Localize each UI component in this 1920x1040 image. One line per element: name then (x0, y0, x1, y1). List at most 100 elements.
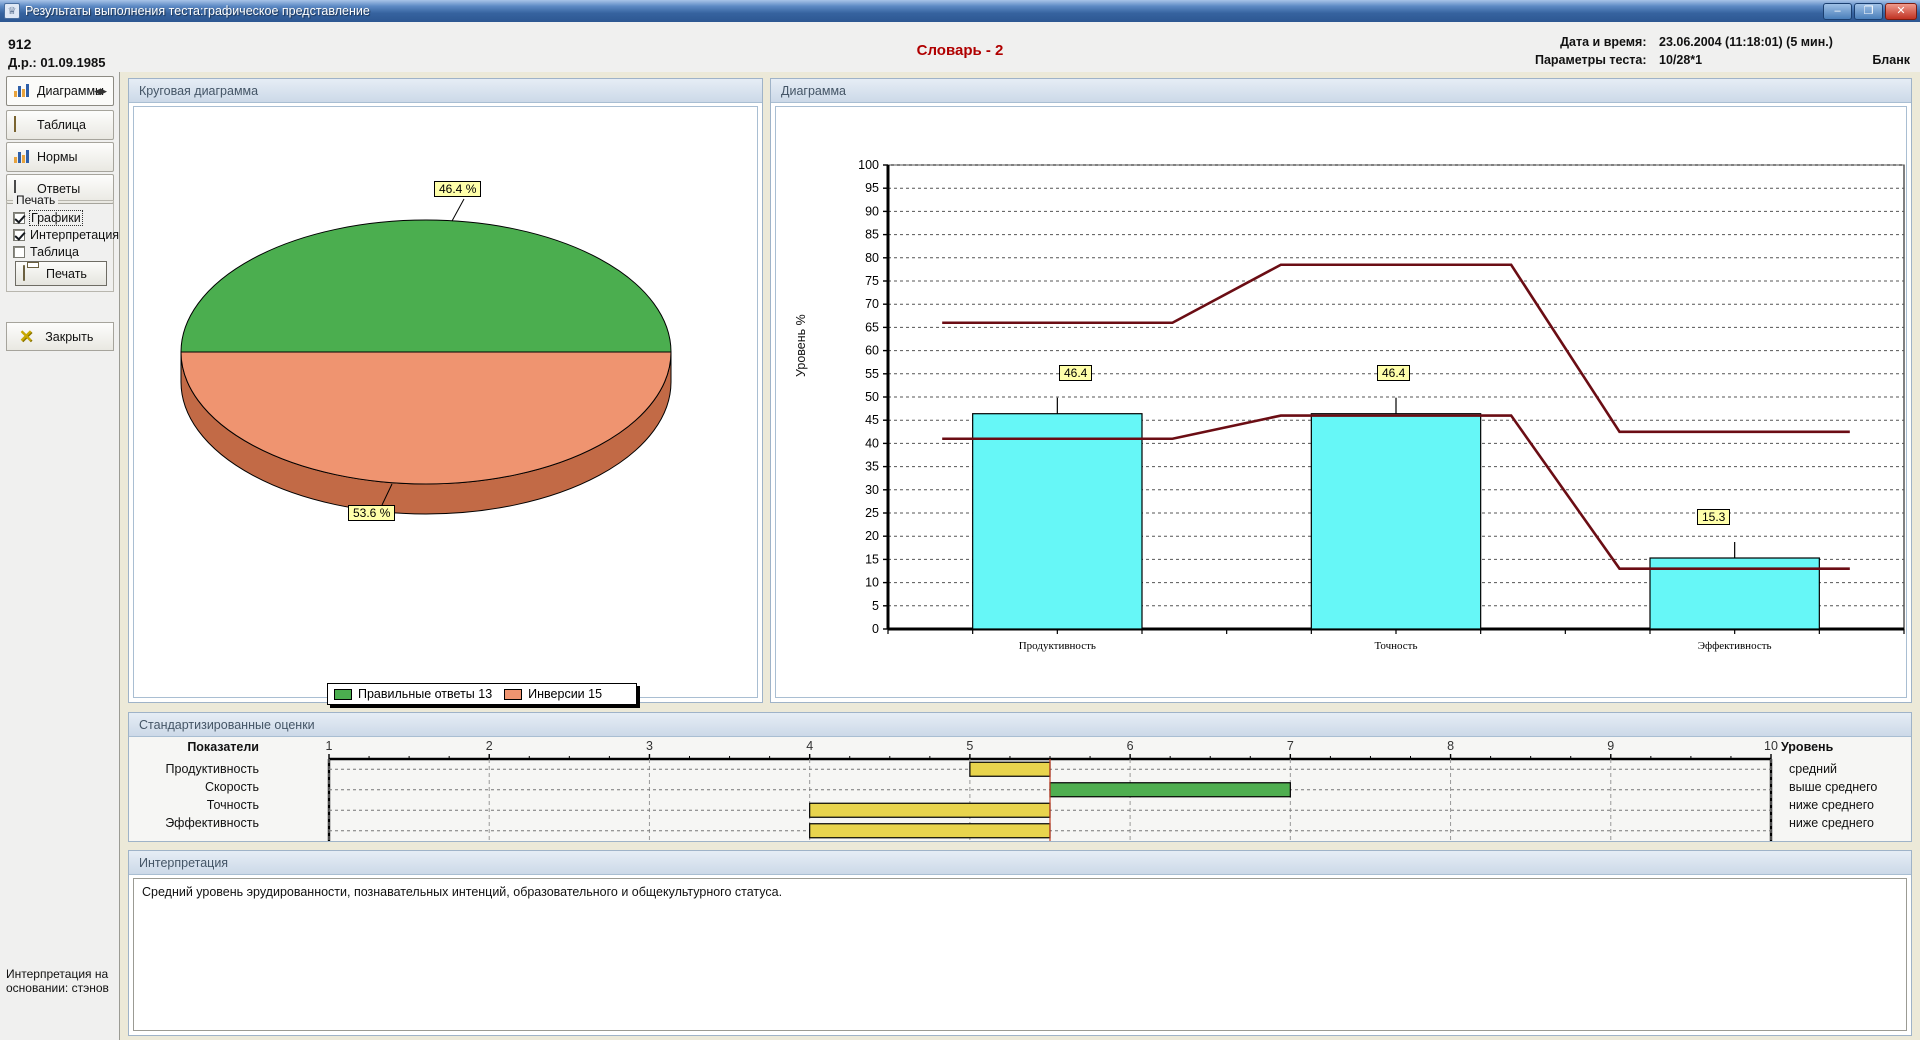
print-button-label: Печать (46, 266, 87, 281)
svg-text:Продуктивность: Продуктивность (1019, 640, 1096, 652)
pie-value-label-green: 46.4 % (434, 181, 482, 197)
maximize-button[interactable]: ❐ (1854, 2, 1883, 20)
checkbox-label: Интерпретация (30, 228, 120, 242)
pie-panel-title: Круговая диаграмма (129, 79, 762, 103)
svg-text:95: 95 (865, 181, 879, 195)
svg-text:30: 30 (865, 483, 879, 497)
legend-swatch-green (334, 688, 352, 700)
svg-text:40: 40 (865, 436, 879, 450)
sidebar-item-norms[interactable]: Нормы (6, 142, 114, 172)
close-button-label: Закрыть (45, 329, 94, 344)
params-label: Параметры теста: (1534, 53, 1647, 67)
print-button[interactable]: Печать (15, 261, 107, 286)
printer-icon (23, 264, 39, 282)
bar-data-label-3: 15.3 (1697, 509, 1731, 525)
svg-text:80: 80 (865, 251, 879, 265)
svg-text:75: 75 (865, 274, 879, 288)
svg-text:20: 20 (865, 529, 879, 543)
dob-value: 01.09.1985 (40, 55, 106, 70)
svg-text:35: 35 (865, 460, 879, 474)
sidebar-item-table[interactable]: Таблица (6, 110, 114, 140)
datetime-row: Дата и время: 23.06.2004 (11:18:01) (5 м… (1280, 35, 1920, 49)
sidebar: Диаграммы ◀▶ Таблица Нормы Ответы Печать… (0, 72, 120, 1040)
std-row-label-1: Продуктивность (165, 762, 259, 776)
sidebar-item-diagrams[interactable]: Диаграммы ◀▶ (6, 76, 114, 106)
svg-text:10: 10 (1764, 739, 1778, 753)
sidebar-item-answers[interactable]: Ответы (6, 174, 114, 204)
params-value: 10/28*1 (1659, 53, 1703, 67)
form-label: Бланк (1872, 53, 1910, 67)
svg-text:9: 9 (1607, 739, 1614, 753)
svg-text:60: 60 (865, 344, 879, 358)
svg-text:15: 15 (865, 552, 879, 566)
app-icon: ♕ (4, 3, 20, 19)
legend-label-green: Правильные ответы 13 (358, 687, 493, 701)
svg-text:55: 55 (865, 367, 879, 381)
checkbox-interpretation[interactable]: Интерпретация (13, 228, 119, 242)
std-level-3: ниже среднего (1789, 798, 1874, 812)
svg-text:5: 5 (966, 739, 973, 753)
svg-text:85: 85 (865, 228, 879, 242)
sidebar-item-label: Ответы (37, 182, 81, 196)
legend-label-orange: Инверсии 15 (528, 687, 603, 701)
close-x-icon: ✕ (19, 326, 34, 346)
interp-panel-title: Интерпретация (129, 851, 1911, 875)
interpretation-basis-note: Интерпретация на основании: стэнов (6, 967, 109, 995)
svg-text:1: 1 (326, 739, 333, 753)
std-chart-svg: 1 2 3 4 5 6 7 8 9 10 (326, 739, 1778, 841)
svg-text:2: 2 (486, 739, 493, 753)
close-button[interactable]: ✕ Закрыть (6, 322, 114, 351)
svg-text:45: 45 (865, 413, 879, 427)
chevron-lr-icon[interactable]: ◀▶ (94, 85, 107, 96)
svg-text:5: 5 (872, 599, 879, 613)
svg-text:4: 4 (806, 739, 813, 753)
svg-text:10: 10 (865, 576, 879, 590)
print-options-group: Печать Графики Интерпретация Таблица Печ… (6, 193, 119, 292)
svg-text:50: 50 (865, 390, 879, 404)
header-bar: 912 Д.р.: 01.09.1985 Словарь - 2 Дата и … (0, 22, 1920, 72)
datetime-label: Дата и время: (1560, 35, 1647, 49)
svg-text:8: 8 (1447, 739, 1454, 753)
datetime-value: 23.06.2004 (11:18:01) (5 мин.) (1659, 35, 1833, 49)
minimize-button[interactable]: – (1823, 2, 1852, 20)
checkbox-icon[interactable] (13, 229, 25, 241)
date-of-birth: Д.р.: 01.09.1985 (8, 55, 105, 70)
params-row: Параметры теста: 10/28*1 (1280, 53, 1920, 67)
pie-chart-svg (180, 198, 672, 515)
close-icon[interactable]: ✕ (1885, 2, 1917, 20)
subject-id: 912 (8, 36, 32, 52)
svg-text:65: 65 (865, 320, 879, 334)
std-header-right: Уровень (1781, 740, 1834, 754)
checkbox-icon[interactable] (13, 212, 25, 224)
bar-chart-svg: 0 5 10 15 20 25 30 35 40 45 50 55 60 65 70 75 80 85 90 95 10… (858, 158, 1905, 652)
pie-chart: 46.4 % 53.6 % Правильные ответы 13 Инвер… (134, 107, 757, 705)
checkbox-table[interactable]: Таблица (13, 245, 79, 259)
pie-chart-panel: Круговая диаграмма 46.4 % 53.6 % Правиль… (128, 78, 763, 705)
std-level-4: ниже среднего (1789, 816, 1874, 830)
sidebar-item-label: Нормы (37, 150, 78, 164)
checkbox-icon[interactable] (13, 246, 25, 258)
checkbox-charts[interactable]: Графики (13, 210, 83, 226)
sidebar-item-label: Таблица (37, 118, 87, 132)
interpretation-text: Средний уровень эрудированности, познава… (133, 878, 1907, 1031)
svg-text:Точность: Точность (1374, 640, 1417, 652)
diagram-panel-body: Уровень % 0 5 10 15 20 25 30 35 40 45 50 55 60 65 70 75… (775, 106, 1907, 698)
svg-text:25: 25 (865, 506, 879, 520)
svg-text:6: 6 (1127, 739, 1134, 753)
interpretation-panel: Интерпретация Средний уровень эрудирован… (128, 850, 1912, 1036)
window-titlebar: ♕ Результаты выполнения теста:графическо… (0, 0, 1920, 22)
diagram-panel-title: Диаграмма (771, 79, 1911, 103)
standardized-scores-panel: Стандартизированные оценки Показатели Ур… (128, 712, 1912, 842)
test-title: Словарь - 2 (916, 42, 1004, 59)
svg-text:0: 0 (872, 622, 879, 636)
bar-chart-icon (14, 149, 30, 165)
svg-text:Эффективность: Эффективность (1698, 640, 1772, 652)
std-panel-body: Показатели Уровень Продуктивность Скорос… (129, 737, 1911, 841)
bar-chart-icon (14, 83, 30, 99)
svg-text:7: 7 (1287, 739, 1294, 753)
svg-text:90: 90 (865, 204, 879, 218)
legend-swatch-orange (504, 688, 523, 700)
std-panel-title: Стандартизированные оценки (129, 713, 1911, 737)
bar-data-label-2: 46.4 (1377, 365, 1411, 381)
std-level-1: средний (1789, 762, 1838, 776)
